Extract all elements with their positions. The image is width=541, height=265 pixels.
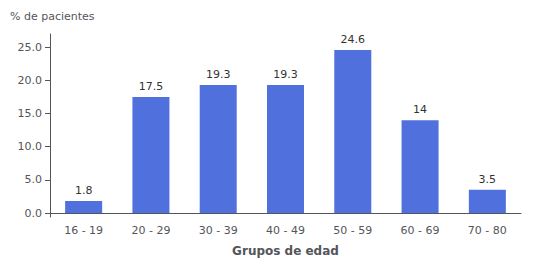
svg-text:14: 14	[413, 103, 427, 116]
svg-text:16 - 19: 16 - 19	[64, 224, 103, 237]
svg-text:40 - 49: 40 - 49	[266, 224, 305, 237]
svg-text:15.0: 15.0	[18, 107, 43, 120]
svg-text:% de pacientes: % de pacientes	[10, 10, 95, 23]
svg-text:10.0: 10.0	[18, 140, 43, 153]
svg-text:24.6: 24.6	[341, 33, 366, 46]
svg-text:20 - 29: 20 - 29	[131, 224, 170, 237]
svg-text:70 - 80: 70 - 80	[468, 224, 507, 237]
svg-text:Grupos de edad: Grupos de edad	[232, 244, 339, 258]
svg-text:25.0: 25.0	[18, 41, 43, 54]
svg-text:60 - 69: 60 - 69	[401, 224, 440, 237]
svg-text:50 - 59: 50 - 59	[333, 224, 372, 237]
svg-text:19.3: 19.3	[206, 68, 231, 81]
svg-text:17.5: 17.5	[139, 80, 164, 93]
svg-text:20.0: 20.0	[18, 74, 43, 87]
svg-text:0.0: 0.0	[25, 207, 43, 220]
svg-text:30 - 39: 30 - 39	[199, 224, 238, 237]
svg-text:5.0: 5.0	[25, 173, 43, 186]
svg-text:3.5: 3.5	[479, 173, 497, 186]
svg-text:1.8: 1.8	[75, 184, 93, 197]
svg-text:19.3: 19.3	[273, 68, 298, 81]
